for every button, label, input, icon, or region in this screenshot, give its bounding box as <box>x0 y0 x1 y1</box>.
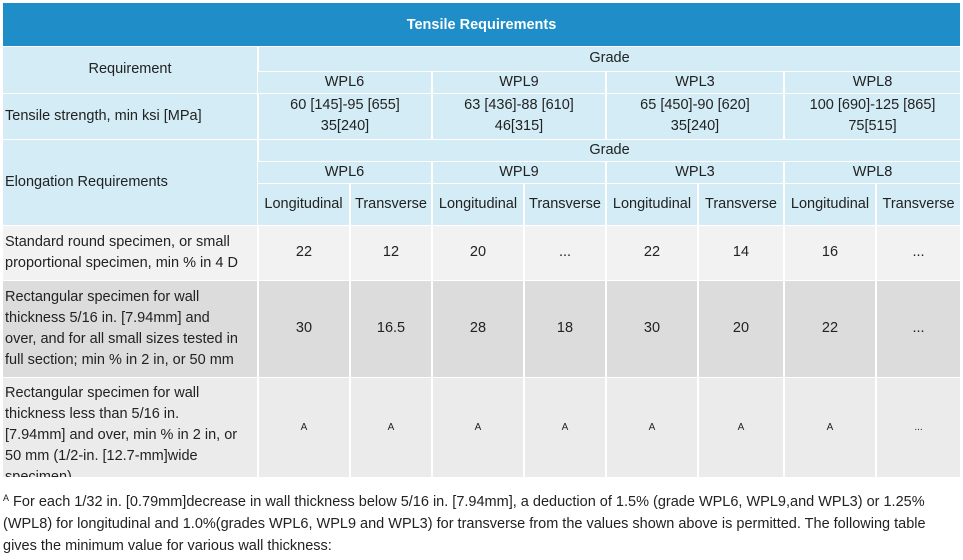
table-cell: A <box>431 377 524 478</box>
grade-header: Grade <box>256 47 961 72</box>
longitudinal-header: Longitudinal <box>605 182 698 226</box>
table-cell: 18 <box>523 280 606 378</box>
table-cell: ... <box>874 280 961 378</box>
longitudinal-header: Longitudinal <box>258 182 350 226</box>
table-cell: 30 <box>605 280 698 378</box>
grade-wpl6: WPL6 <box>258 70 432 94</box>
elongation-grade-wpl9: WPL9 <box>431 160 606 184</box>
elongation-grade-wpl3: WPL3 <box>605 160 784 184</box>
elongation-grade-wpl8: WPL8 <box>782 160 961 184</box>
table-title: Tensile Requirements <box>3 3 960 46</box>
elongation-header-grade-row: Elongation Requirements Grade <box>3 139 961 226</box>
table-cell: A <box>783 377 876 478</box>
table-cell: A <box>605 377 698 478</box>
table-cell: 16 <box>783 225 876 281</box>
elongation-requirements-label: Elongation Requirements <box>3 139 258 226</box>
elongation-grade-header: Grade <box>256 139 961 162</box>
table-cell: 12 <box>349 225 432 281</box>
footnote-text: For each 1/32 in. [0.79mm]decrease in wa… <box>3 494 926 554</box>
tensile-value-wpl6: 60 [145]-95 [655] 35[240] <box>257 93 432 140</box>
longitudinal-header: Longitudinal <box>783 182 876 226</box>
table-cell: 22 <box>257 225 350 281</box>
longitudinal-header: Longitudinal <box>431 182 524 226</box>
tensile-requirements-table: Requirement Grade WPL6 WPL9 WPL3 WPL8 Te… <box>3 47 961 478</box>
table-cell: ... <box>874 377 961 478</box>
table-row: Standard round specimen, or small proport… <box>3 225 961 281</box>
row-label: Rectangular specimen for wall thickness l… <box>3 377 258 478</box>
transverse-header: Transverse <box>523 182 606 226</box>
row-label: Rectangular specimen for wall thickness 5… <box>3 280 258 378</box>
table-cell: A <box>523 377 606 478</box>
transverse-header: Transverse <box>874 182 961 226</box>
tensile-value-wpl8: 100 [690]-125 [865] 75[515] <box>782 93 961 140</box>
tensile-strength-row: Tensile strength, min ksi [MPa] 60 [145]… <box>3 93 961 140</box>
transverse-header: Transverse <box>349 182 432 226</box>
table-cell: 20 <box>431 225 524 281</box>
grade-wpl3: WPL3 <box>605 70 784 94</box>
table-cell: 30 <box>257 280 350 378</box>
table-row: Rectangular specimen for wall thickness l… <box>3 377 961 478</box>
header-row-grades: WPL6 WPL9 WPL3 WPL8 <box>3 70 961 94</box>
tensile-value-wpl3: 65 [450]-90 [620] 35[240] <box>605 93 784 140</box>
requirement-header: Requirement <box>3 47 258 94</box>
table-cell: 14 <box>697 225 784 281</box>
table-cell: A <box>349 377 432 478</box>
table-cell: 28 <box>431 280 524 378</box>
grade-wpl8: WPL8 <box>782 70 961 94</box>
row-label: Standard round specimen, or small proport… <box>3 225 258 281</box>
tensile-value-wpl9: 63 [436]-88 [610] 46[315] <box>431 93 606 140</box>
elongation-header-grades-row: WPL6 WPL9 WPL3 WPL8 <box>3 160 961 184</box>
tensile-strength-label: Tensile strength, min ksi [MPa] <box>3 93 258 140</box>
direction-header-row: Longitudinal Transverse Longitudinal Tra… <box>3 182 961 226</box>
table-row: Rectangular specimen for wall thickness 5… <box>3 280 961 378</box>
table-cell: A <box>697 377 784 478</box>
table-cell: ... <box>523 225 606 281</box>
grade-wpl9: WPL9 <box>431 70 606 94</box>
table-cell: 22 <box>605 225 698 281</box>
elongation-grade-wpl6: WPL6 <box>258 160 432 184</box>
table-cell: ... <box>874 225 961 281</box>
transverse-header: Transverse <box>697 182 784 226</box>
table-cell: 16.5 <box>349 280 432 378</box>
header-row-grade: Requirement Grade <box>3 47 961 94</box>
footnote: A For each 1/32 in. [0.79mm]decrease in … <box>3 487 960 557</box>
table-cell: 22 <box>783 280 876 378</box>
table-cell: A <box>257 377 350 478</box>
footnote-marker: A <box>3 493 10 503</box>
table-cell: 20 <box>697 280 784 378</box>
